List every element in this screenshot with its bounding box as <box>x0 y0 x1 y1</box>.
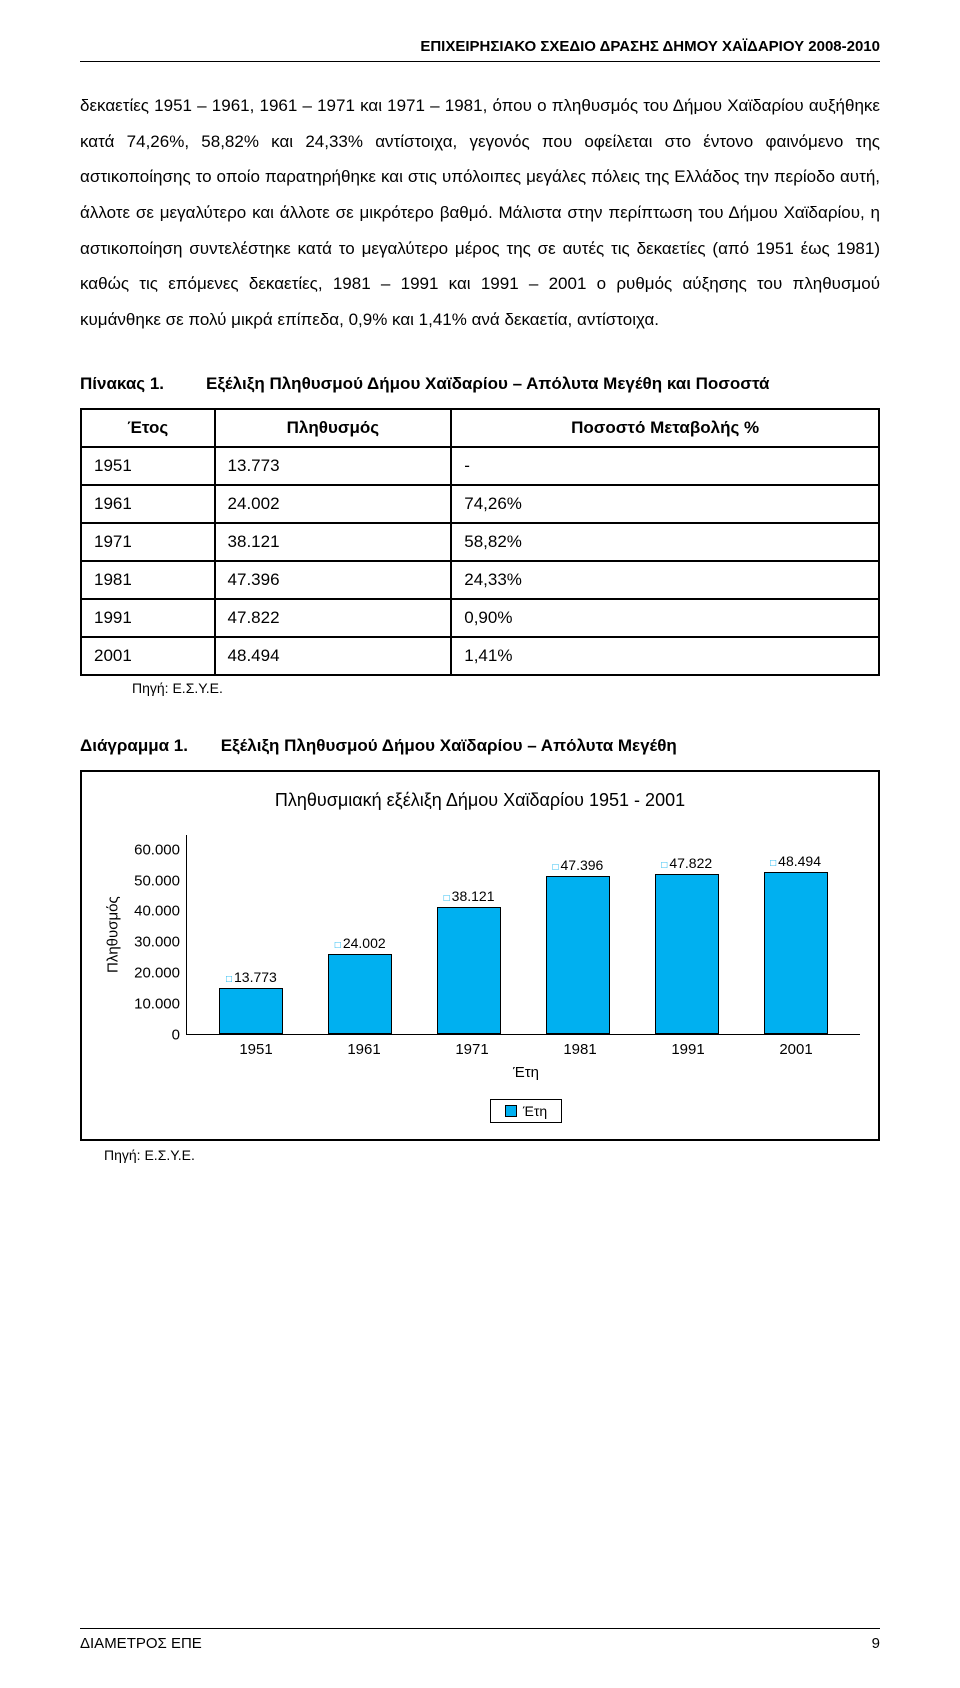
bar: 47.396 <box>542 857 614 1034</box>
diagram-number: Διάγραμμα 1. <box>80 736 188 755</box>
bar-rect <box>764 872 828 1034</box>
bar: 48.494 <box>760 853 832 1034</box>
bar-value-label: 24.002 <box>335 935 386 951</box>
xtick-label: 1981 <box>544 1041 616 1058</box>
diagram-title: Εξέλιξη Πληθυσμού Δήμου Χαϊδαρίου – Απόλ… <box>221 736 677 755</box>
table-cell: 2001 <box>81 637 215 675</box>
bar-value-label: 38.121 <box>444 888 495 904</box>
chart-container: Πληθυσμιακή εξέλιξη Δήμου Χαϊδαρίου 1951… <box>80 770 880 1141</box>
ytick-label: 10.000 <box>134 996 180 1011</box>
table-cell: 48.494 <box>215 637 452 675</box>
table-row: 199147.8220,90% <box>81 599 879 637</box>
bar: 13.773 <box>215 969 287 1034</box>
table-cell: 0,90% <box>451 599 879 637</box>
chart-yaxis: 60.00050.00040.00030.00020.00010.0000 <box>122 835 186 1035</box>
table-cell: 1951 <box>81 447 215 485</box>
table-cell: 1991 <box>81 599 215 637</box>
ytick-label: 50.000 <box>134 873 180 888</box>
table-row: 197138.12158,82% <box>81 523 879 561</box>
xtick-label: 1971 <box>436 1041 508 1058</box>
table-header: Έτος <box>81 409 215 447</box>
bar-rect <box>328 954 392 1034</box>
ytick-label: 0 <box>172 1027 180 1042</box>
table-cell: 24.002 <box>215 485 452 523</box>
table-row: 196124.00274,26% <box>81 485 879 523</box>
legend-label: Έτη <box>523 1103 547 1119</box>
bar-value-label: 47.396 <box>552 857 603 873</box>
table-cell: 1,41% <box>451 637 879 675</box>
table-cell: 47.822 <box>215 599 452 637</box>
table-cell: 47.396 <box>215 561 452 599</box>
table-cell: 13.773 <box>215 447 452 485</box>
table-number: Πίνακας 1. <box>80 374 164 394</box>
bar-rect <box>655 874 719 1033</box>
paragraph: δεκαετίες 1951 – 1961, 1961 – 1971 και 1… <box>80 88 880 338</box>
table-row: 200148.4941,41% <box>81 637 879 675</box>
chart-ylabel: Πληθυσμός <box>100 835 122 1035</box>
table-cell: 38.121 <box>215 523 452 561</box>
table-header: Ποσοστό Μεταβολής % <box>451 409 879 447</box>
bar-value-label: 47.822 <box>661 855 712 871</box>
bar: 38.121 <box>433 888 505 1034</box>
page-footer: ΔΙΑΜΕΤΡΟΣ ΕΠΕ 9 <box>80 1628 880 1652</box>
table-row: 198147.39624,33% <box>81 561 879 599</box>
legend-swatch <box>505 1105 517 1117</box>
bar-rect <box>437 907 501 1034</box>
table-cell: 1981 <box>81 561 215 599</box>
diagram-source: Πηγή: Ε.Σ.Υ.Ε. <box>80 1147 880 1163</box>
bar: 47.822 <box>651 855 723 1033</box>
table-cell: 24,33% <box>451 561 879 599</box>
xtick-label: 1961 <box>328 1041 400 1058</box>
bar-rect <box>219 988 283 1034</box>
table-source: Πηγή: Ε.Σ.Υ.Ε. <box>80 680 880 696</box>
ytick-label: 60.000 <box>134 842 180 857</box>
table-cell: 1971 <box>81 523 215 561</box>
ytick-label: 20.000 <box>134 966 180 981</box>
bar-value-label: 13.773 <box>226 969 277 985</box>
bar: 24.002 <box>324 935 396 1034</box>
chart-xaxis: 1951 1961 1971 1981 1991 2001 <box>192 1035 860 1058</box>
ytick-label: 40.000 <box>134 904 180 919</box>
table-cell: 74,26% <box>451 485 879 523</box>
table-cell: - <box>451 447 879 485</box>
xtick-label: 1951 <box>220 1041 292 1058</box>
table-title: Εξέλιξη Πληθυσμού Δήμου Χαϊδαρίου – Απόλ… <box>206 374 770 394</box>
diagram-caption: Διάγραμμα 1. Εξέλιξη Πληθυσμού Δήμου Χαϊ… <box>80 736 880 756</box>
bar-value-label: 48.494 <box>770 853 821 869</box>
table-cell: 58,82% <box>451 523 879 561</box>
table-header: Πληθυσμός <box>215 409 452 447</box>
page-header: ΕΠΙΧΕΙΡΗΣΙΑΚΟ ΣΧΕΔΙΟ ΔΡΑΣΗΣ ΔΗΜΟΥ ΧΑΪΔΑΡ… <box>80 38 880 62</box>
footer-left: ΔΙΑΜΕΤΡΟΣ ΕΠΕ <box>80 1635 202 1652</box>
table-caption: Πίνακας 1. Εξέλιξη Πληθυσμού Δήμου Χαϊδα… <box>80 374 880 394</box>
table-cell: 1961 <box>81 485 215 523</box>
footer-pagenum: 9 <box>872 1635 880 1652</box>
chart-title: Πληθυσμιακή εξέλιξη Δήμου Χαϊδαρίου 1951… <box>100 790 860 811</box>
population-table: ΈτοςΠληθυσμόςΠοσοστό Μεταβολής % 195113.… <box>80 408 880 676</box>
chart-plot-area: 13.773 24.002 38.121 47.396 47.822 48.494 <box>186 835 860 1035</box>
chart-xlabel: Έτη <box>192 1064 860 1081</box>
xtick-label: 2001 <box>760 1041 832 1058</box>
table-row: 195113.773- <box>81 447 879 485</box>
bar-rect <box>546 876 610 1034</box>
xtick-label: 1991 <box>652 1041 724 1058</box>
ytick-label: 30.000 <box>134 935 180 950</box>
chart-legend: Έτη <box>192 1099 860 1123</box>
